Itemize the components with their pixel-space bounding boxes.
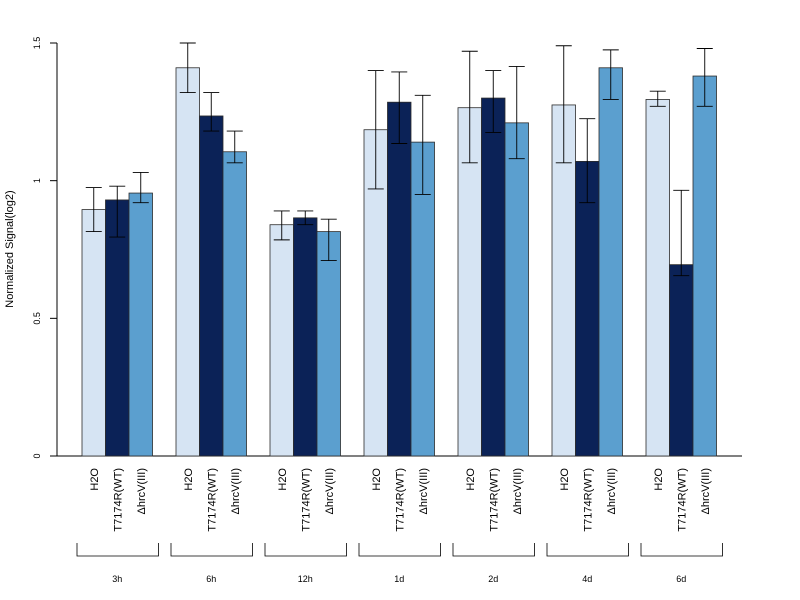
x-tick-label: ΔhrcV(III) <box>512 468 524 514</box>
y-ticks: 0 0.5 1 1.5 <box>32 37 57 459</box>
x-tick-label: ΔhrcV(III) <box>700 468 712 514</box>
x-tick-label: T7174R(WT) <box>112 468 124 532</box>
group-label: 1d <box>394 574 404 584</box>
bar <box>269 224 294 457</box>
x-tick-label: ΔhrcV(III) <box>418 468 430 514</box>
bar <box>175 67 200 457</box>
group-label: 3h <box>112 574 122 584</box>
group-bracket <box>452 543 535 557</box>
x-tick-label: H2O <box>559 468 571 491</box>
y-tick-label: 0.5 <box>32 312 42 325</box>
group-label: 12h <box>298 574 313 584</box>
x-tick-label: ΔhrcV(III) <box>606 468 618 514</box>
bar <box>387 101 412 457</box>
x-tick-label: H2O <box>653 468 665 491</box>
group-label: 2d <box>488 574 498 584</box>
bar <box>645 99 670 457</box>
group-label: 6d <box>676 574 686 584</box>
y-tick-label: 1.5 <box>32 37 42 50</box>
error-bars <box>85 42 713 277</box>
x-tick-label: H2O <box>89 468 101 491</box>
bar <box>222 151 247 457</box>
x-tick-label: T7174R(WT) <box>676 468 688 532</box>
group-bracket <box>76 543 159 557</box>
bar <box>128 192 153 457</box>
group-label: 6h <box>206 574 216 584</box>
group-label: 4d <box>582 574 592 584</box>
group-bracket <box>358 543 441 557</box>
y-tick-label: 0 <box>32 453 42 458</box>
x-tick-label: H2O <box>465 468 477 491</box>
bar <box>669 264 694 457</box>
bar <box>293 217 318 457</box>
group-bracket <box>640 543 723 557</box>
x-tick-label: H2O <box>277 468 289 491</box>
x-tick-label: ΔhrcV(III) <box>136 468 148 514</box>
x-tick-label: H2O <box>371 468 383 491</box>
x-tick-label: T7174R(WT) <box>300 468 312 532</box>
bar <box>81 209 106 457</box>
x-tick-label: T7174R(WT) <box>206 468 218 532</box>
group-bracket <box>264 543 347 557</box>
bar <box>316 231 341 457</box>
x-tick-label: ΔhrcV(III) <box>324 468 336 514</box>
bar <box>199 115 224 457</box>
x-tick-label: T7174R(WT) <box>394 468 406 532</box>
x-tick-label: H2O <box>183 468 195 491</box>
bar <box>692 75 717 457</box>
group-brackets: 3h 6h 12h 1d 2d 4d 6d <box>76 543 723 584</box>
bar <box>598 67 623 457</box>
group-bracket <box>170 543 253 557</box>
x-tick-label: T7174R(WT) <box>488 468 500 532</box>
y-tick-label: 1 <box>32 178 42 183</box>
bar <box>504 122 529 457</box>
x-tick-label: T7174R(WT) <box>582 468 594 532</box>
group-bracket <box>546 543 629 557</box>
x-tick-labels: H2O T7174R(WT) ΔhrcV(III) H2O T7174R(WT) Δhrc… <box>89 468 712 532</box>
bar <box>105 199 130 457</box>
y-axis-label: Normalized Signal(log2) <box>4 190 16 307</box>
bars <box>81 67 717 457</box>
x-tick-label: ΔhrcV(III) <box>230 468 242 514</box>
bar <box>575 160 600 457</box>
bar <box>481 97 506 457</box>
